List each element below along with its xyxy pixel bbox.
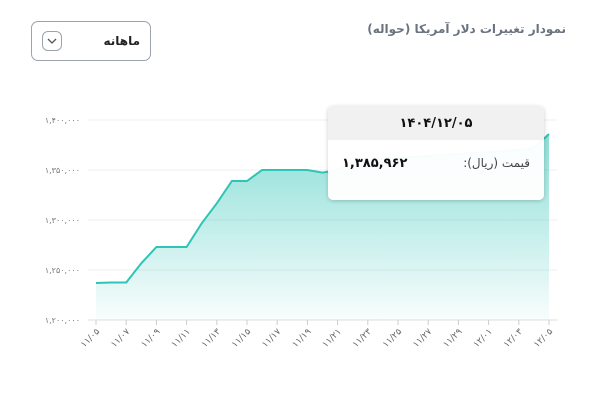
y-tick-label: ۱,۳۰۰,۰۰۰ <box>45 216 80 225</box>
chevron-down-icon[interactable] <box>42 31 62 51</box>
period-dropdown-value: ماهانه <box>103 34 140 48</box>
x-tick-label: ۱۱/۱۹ <box>291 327 314 350</box>
tooltip-value: ۱,۳۸۵,۹۶۲ <box>342 156 408 171</box>
x-tick-label: ۱۲/۰۳ <box>502 327 525 350</box>
tooltip-label: قیمت (ریال): <box>463 156 530 170</box>
x-tick-label: ۱۱/۱۳ <box>200 327 223 350</box>
x-tick-label: ۱۲/۰۵ <box>532 327 555 350</box>
x-tick-label: ۱۱/۲۹ <box>442 327 465 350</box>
x-tick-label: ۱۱/۲۱ <box>321 327 344 350</box>
x-tick-label: ۱۱/۲۳ <box>351 327 374 350</box>
x-tick-label: ۱۱/۲۷ <box>411 327 434 350</box>
y-tick-label: ۱,۴۰۰,۰۰۰ <box>45 116 80 125</box>
y-tick-label: ۱,۲۵۰,۰۰۰ <box>45 266 80 275</box>
x-tick-label: ۱۲/۰۱ <box>472 327 495 350</box>
y-tick-label: ۱,۲۰۰,۰۰۰ <box>45 316 80 325</box>
x-tick-label: ۱۱/۰۵ <box>79 327 102 350</box>
chart-title: نمودار تغییرات دلار آمریکا (حواله) <box>367 22 566 36</box>
x-tick-label: ۱۱/۱۷ <box>260 327 283 350</box>
tooltip-date: ۱۴۰۴/۱۲/۰۵ <box>328 106 544 140</box>
x-tick-label: ۱۱/۱۵ <box>230 327 253 350</box>
x-tick-label: ۱۱/۰۹ <box>140 327 163 350</box>
y-tick-label: ۱,۳۵۰,۰۰۰ <box>45 166 80 175</box>
x-tick-label: ۱۱/۲۵ <box>381 327 404 350</box>
x-tick-label: ۱۱/۱۱ <box>170 327 193 350</box>
x-tick-label: ۱۱/۰۷ <box>109 327 132 350</box>
period-dropdown[interactable]: ماهانه <box>31 21 151 61</box>
chart-tooltip: ۱۴۰۴/۱۲/۰۵ قیمت (ریال): ۱,۳۸۵,۹۶۲ <box>328 106 544 200</box>
